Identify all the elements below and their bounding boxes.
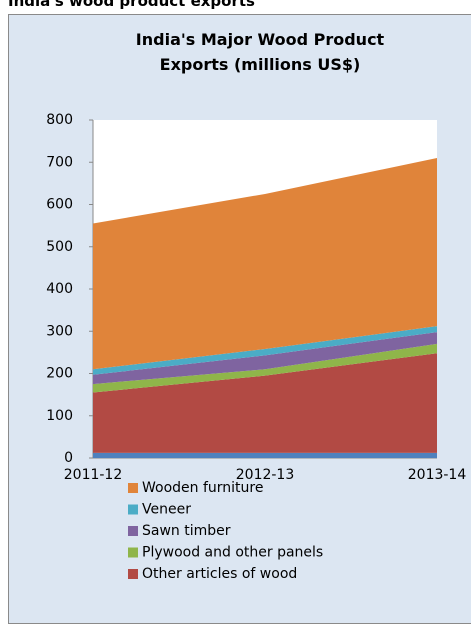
- legend-swatch: [128, 569, 138, 579]
- area: [93, 158, 437, 370]
- area: [93, 332, 437, 385]
- y-tick-label: 500: [46, 239, 73, 255]
- legend-swatch: [128, 526, 138, 536]
- page-header: India's wood product exports: [8, 0, 255, 10]
- area: [93, 452, 437, 458]
- y-tick-label: 100: [46, 408, 73, 424]
- x-tick-label: 2012-13: [236, 467, 295, 483]
- area: [93, 353, 437, 453]
- legend-label: Wooden furniture: [142, 480, 263, 496]
- y-tick-label: 800: [46, 112, 73, 128]
- y-tick-label: 0: [64, 450, 73, 466]
- y-tick-label: 400: [46, 281, 73, 297]
- legend-label: Plywood and other panels: [142, 545, 323, 561]
- area: [93, 343, 437, 393]
- legend-swatch: [128, 547, 138, 558]
- y-tick-label: 300: [46, 323, 73, 339]
- legend-label: Veneer: [142, 502, 191, 518]
- x-tick-label: 2011-12: [64, 467, 123, 483]
- legend-swatch: [128, 483, 138, 493]
- area: [93, 326, 437, 375]
- legend-swatch: [128, 504, 138, 515]
- chart-title: India's Major Wood Product Exports (mill…: [135, 30, 385, 74]
- y-tick-label: 700: [46, 154, 73, 170]
- y-tick-label: 200: [46, 366, 73, 382]
- y-tick-label: 600: [46, 197, 73, 213]
- legend-label: Sawn timber: [142, 523, 231, 539]
- x-tick-label: 2013-14: [408, 467, 467, 483]
- legend-label: Other articles of wood: [142, 566, 297, 582]
